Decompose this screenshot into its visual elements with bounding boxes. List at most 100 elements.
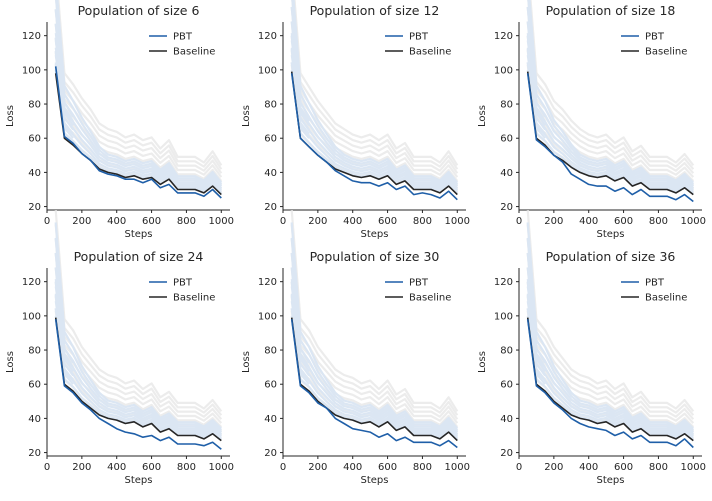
legend-label-baseline: Baseline <box>173 47 215 58</box>
legend-label-baseline: Baseline <box>645 47 687 58</box>
x-axis-label: Steps <box>125 475 153 486</box>
y-tick-label: 80 <box>264 100 277 111</box>
population-line <box>54 224 223 416</box>
x-tick-label: 400 <box>107 462 126 473</box>
x-tick-label: 600 <box>378 462 397 473</box>
population-line <box>292 0 459 170</box>
y-tick-label: 60 <box>500 134 513 145</box>
population-line <box>526 48 695 193</box>
chart-panel-2: 0 200 400 600 800 1000 20 40 60 80 100 120 Steps Loss… <box>241 0 470 240</box>
baseline-line <box>526 317 694 442</box>
chart-panel-3: 0 200 400 600 800 1000 20 40 60 80 100 120 Steps Loss… <box>477 0 706 240</box>
population-line <box>526 21 695 182</box>
population-line <box>526 7 695 178</box>
x-tick-label: 0 <box>516 462 522 473</box>
population-line <box>526 238 695 420</box>
x-tick-label: 200 <box>72 216 91 227</box>
pbt-line <box>526 319 694 449</box>
population-line <box>526 278 546 364</box>
population-line <box>55 0 223 174</box>
legend-label-pbt: PBT <box>645 278 665 289</box>
x-axis-label: Steps <box>361 229 389 240</box>
y-tick-label: 120 <box>22 31 41 42</box>
population-line <box>54 50 223 193</box>
population-line <box>290 48 459 193</box>
population-line <box>57 0 223 166</box>
legend-label-baseline: Baseline <box>409 293 451 304</box>
y-tick-label: 20 <box>28 448 41 459</box>
chart-panel-4: 0 200 400 600 800 1000 20 40 60 80 100 120 Steps Loss… <box>5 210 234 486</box>
x-tick-label: 200 <box>308 216 327 227</box>
population-line <box>54 308 222 441</box>
x-tick-label: 200 <box>544 216 563 227</box>
y-axis-label: Loss <box>241 105 252 127</box>
x-tick-label: 800 <box>649 216 668 227</box>
x-tick-label: 800 <box>649 462 668 473</box>
y-tick-label: 80 <box>28 100 41 111</box>
x-tick-label: 200 <box>544 462 563 473</box>
population-line <box>526 6 695 188</box>
pbt-line <box>526 73 694 203</box>
panel-title: Population of size 24 <box>74 249 204 264</box>
population-line <box>56 0 223 184</box>
population-line <box>54 222 223 430</box>
population-line <box>293 0 459 166</box>
population-line <box>290 278 310 364</box>
population-line <box>54 278 74 364</box>
y-tick-label: 120 <box>494 31 513 42</box>
x-tick-label: 800 <box>413 216 432 227</box>
population-line <box>528 0 695 184</box>
population-line <box>54 210 223 412</box>
y-tick-label: 120 <box>494 277 513 288</box>
legend-label-pbt: PBT <box>173 32 193 43</box>
population-line <box>526 210 695 412</box>
population-line <box>526 35 695 191</box>
y-tick-label: 60 <box>28 134 41 145</box>
population-line <box>526 62 694 195</box>
y-tick-label: 40 <box>500 414 513 425</box>
population-line <box>526 267 695 436</box>
population-line <box>54 9 223 188</box>
x-tick-label: 400 <box>343 216 362 227</box>
y-tick-label: 100 <box>494 65 513 76</box>
x-tick-label: 0 <box>280 462 286 473</box>
population-line <box>54 267 223 436</box>
x-tick-label: 1000 <box>209 216 234 227</box>
y-tick-label: 100 <box>258 65 277 76</box>
panel-title: Population of size 36 <box>546 249 676 264</box>
x-tick-label: 1000 <box>445 216 470 227</box>
y-tick-label: 120 <box>22 277 41 288</box>
y-tick-label: 100 <box>22 65 41 76</box>
y-tick-label: 20 <box>500 202 513 213</box>
population-line <box>526 237 695 432</box>
population-line <box>292 0 459 184</box>
y-tick-label: 80 <box>500 346 513 357</box>
y-tick-label: 20 <box>500 448 513 459</box>
y-tick-label: 60 <box>264 134 277 145</box>
y-tick-label: 60 <box>28 380 41 391</box>
population-line <box>526 252 695 434</box>
legend-label-pbt: PBT <box>409 32 429 43</box>
x-tick-label: 1000 <box>445 462 470 473</box>
y-axis-label: Loss <box>5 351 16 373</box>
legend-label-pbt: PBT <box>645 32 665 43</box>
population-line <box>290 237 459 432</box>
population-line <box>528 0 695 170</box>
population-line <box>291 0 459 174</box>
y-axis-label: Loss <box>477 105 488 127</box>
x-tick-label: 400 <box>107 216 126 227</box>
x-axis-label: Steps <box>597 229 625 240</box>
pbt-line <box>290 73 458 201</box>
x-tick-label: 200 <box>308 462 327 473</box>
y-tick-label: 100 <box>494 311 513 322</box>
population-line <box>290 224 459 416</box>
population-line <box>290 308 459 441</box>
x-tick-label: 400 <box>579 462 598 473</box>
population-line <box>54 294 223 439</box>
legend-label-baseline: Baseline <box>645 293 687 304</box>
population-line <box>291 0 459 186</box>
population-line <box>54 32 74 118</box>
population-line <box>526 308 694 441</box>
population-line <box>527 0 695 186</box>
